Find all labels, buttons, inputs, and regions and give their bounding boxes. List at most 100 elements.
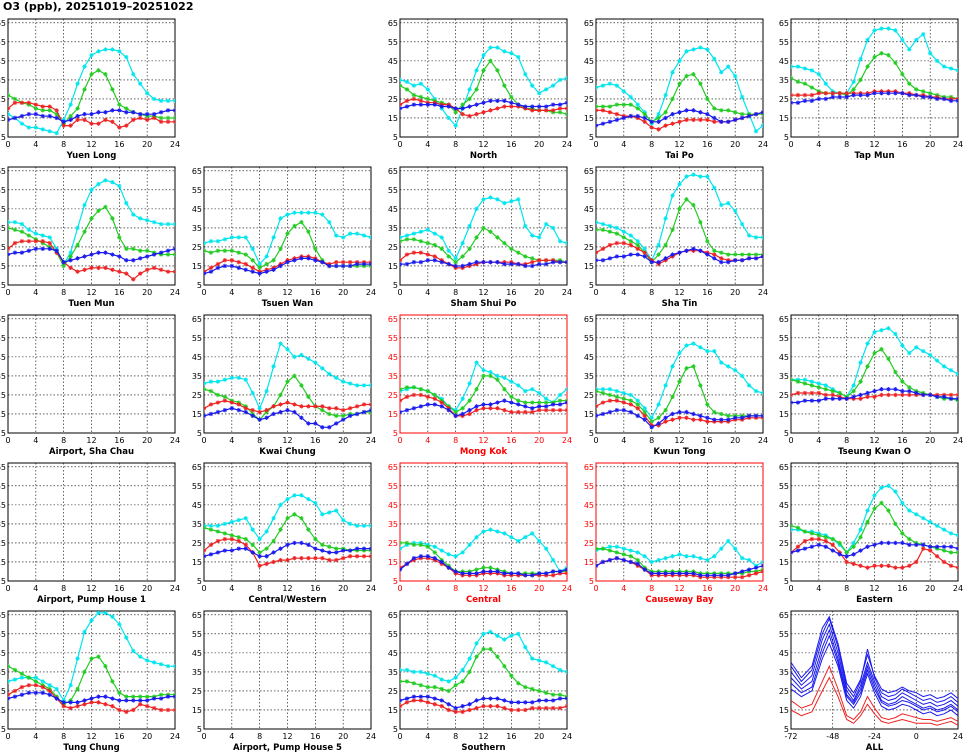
data-point [453,413,458,419]
data-point [948,396,954,401]
data-point [40,246,45,252]
data-point [802,66,808,71]
x-tick-label: 16 [702,140,712,149]
data-point [795,379,801,384]
panel-tung-chung: 515253545556504812162024Tung Chung [0,610,180,753]
data-point [278,216,283,221]
data-point [900,379,905,384]
data-point [229,258,235,263]
data-point [893,387,898,392]
data-point [285,557,290,563]
data-point [172,246,175,252]
data-point [340,259,346,265]
data-point [600,411,606,417]
data-point [40,233,45,238]
data-point [474,206,479,212]
data-point [165,119,171,124]
data-point [816,385,822,390]
data-point [536,261,542,267]
data-point [299,415,304,420]
data-point [802,81,808,86]
data-point [467,246,472,252]
y-tick-label: 45 [388,649,398,658]
data-point [684,409,689,415]
data-point [628,239,633,244]
data-point [368,407,371,413]
data-point [865,92,870,98]
data-point [432,555,437,561]
data-point [851,79,856,85]
data-point [208,523,214,529]
data-point [670,96,675,102]
data-point [103,663,108,669]
data-point [614,388,620,394]
data-point [271,550,276,555]
data-point [340,517,346,523]
data-point [75,242,80,248]
data-point [320,366,325,371]
data-point [96,49,101,54]
data-point [649,119,654,124]
y-tick-label: 35 [0,76,6,85]
data-point [488,565,493,570]
data-point [47,113,52,119]
data-point [481,197,486,202]
data-point [530,259,535,265]
data-point [117,125,122,130]
data-point [614,102,620,107]
x-tick-label: 8 [61,732,66,741]
data-point [691,108,696,113]
data-point [110,108,115,113]
data-point [705,557,710,563]
data-point [313,500,318,506]
data-point [215,392,221,398]
y-tick-label: 25 [192,391,202,400]
data-point [809,85,815,90]
y-tick-label: 45 [584,353,594,362]
x-tick-label: 12 [86,288,96,297]
data-point [530,83,535,88]
data-point [614,117,620,123]
x-tick-label: 16 [506,288,516,297]
data-point [404,667,410,673]
data-point [795,400,801,405]
data-point [600,221,606,227]
data-point [158,221,164,227]
data-point [536,407,542,413]
data-point [446,688,451,694]
data-point [54,130,59,136]
data-point [19,692,25,697]
data-point [271,235,276,240]
data-point [411,669,417,675]
data-point [921,32,926,37]
data-point [600,546,606,551]
x-tick-label: 8 [61,288,66,297]
data-point [907,542,912,548]
data-point [467,104,472,109]
data-point [334,550,339,555]
data-point [144,698,150,703]
data-point [299,404,304,409]
y-tick-label: 35 [192,520,202,529]
station-label: Yuen Long [66,151,117,161]
data-point [677,552,682,557]
data-point [732,574,738,580]
data-point [208,552,214,557]
data-point [927,352,933,358]
x-tick-label: 20 [142,732,152,741]
data-point [543,705,549,711]
data-point [543,404,549,409]
data-point [467,656,472,661]
data-point [299,383,304,388]
y-tick-label: 15 [584,262,594,271]
data-point [61,700,66,705]
data-point [75,703,80,709]
data-point [292,223,297,229]
station-label: Causeway Bay [645,595,714,605]
data-point [361,383,367,388]
data-point [26,690,32,696]
data-point [117,183,122,189]
data-point [802,377,808,382]
data-point [516,197,521,202]
data-point [313,546,318,551]
